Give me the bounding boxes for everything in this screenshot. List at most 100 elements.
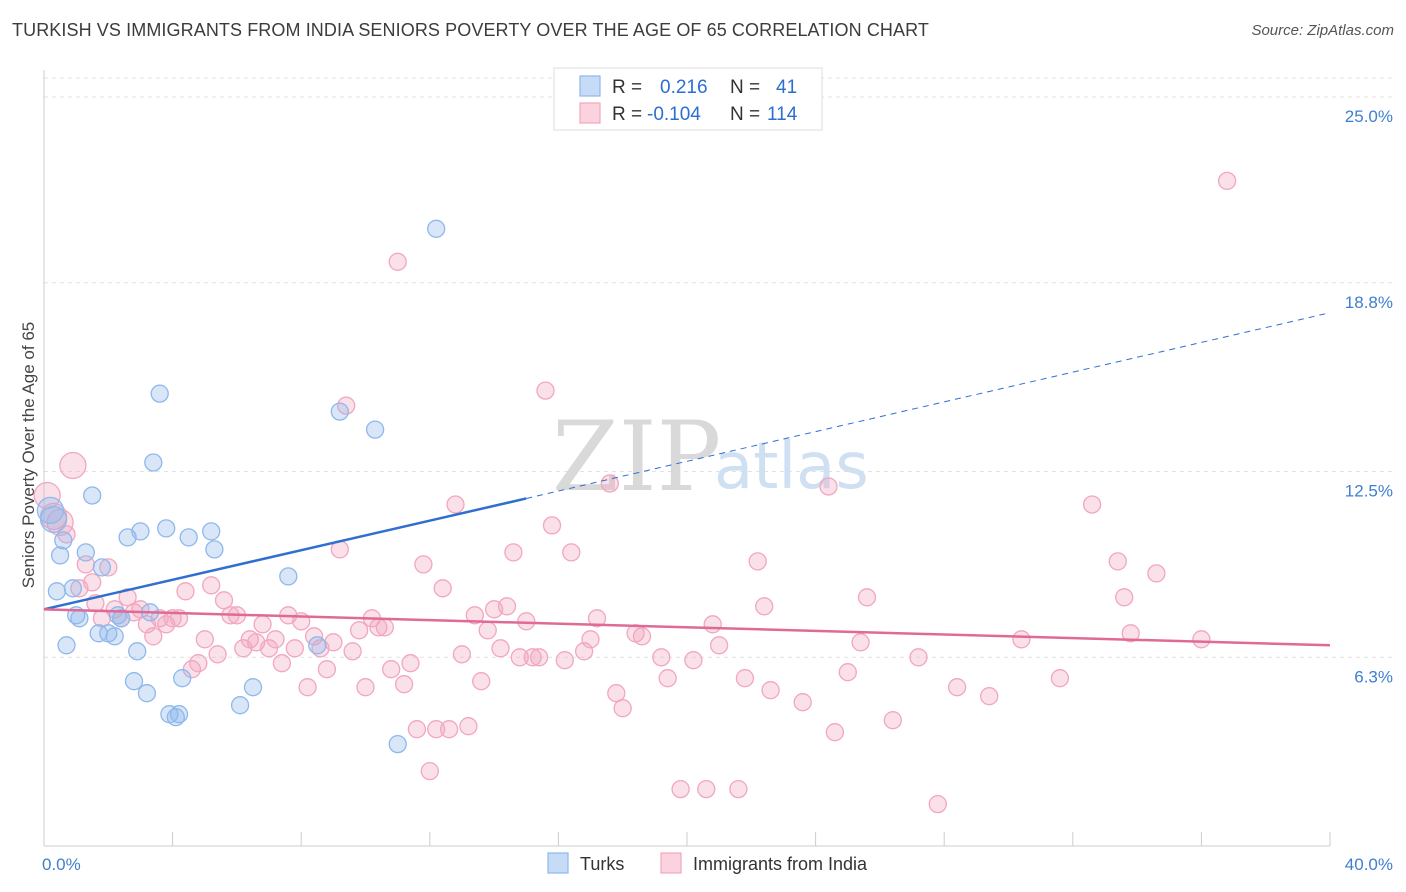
legend-r-label-1: R = [612, 77, 642, 98]
turks-point [330, 402, 349, 421]
turks-point [279, 567, 298, 586]
india-point [755, 597, 774, 616]
india-point [947, 678, 967, 697]
turks-trend-extension [526, 312, 1331, 499]
bottom-legend-swatch-india [660, 852, 682, 874]
turks-point [57, 636, 76, 655]
india-point [189, 654, 208, 673]
legend-n-value-2: 114 [767, 104, 798, 125]
india-point [883, 711, 902, 730]
india-point [195, 630, 214, 649]
turks-point [365, 420, 385, 439]
y-tick-labels: 6.3% 12.5% 18.8% 25.0% [1345, 107, 1393, 686]
india-point [420, 761, 439, 781]
y-tick-label: 12.5% [1345, 482, 1393, 501]
turks-point [243, 678, 263, 697]
india-point [536, 381, 555, 400]
india-point [401, 654, 420, 673]
turks-point [388, 734, 407, 754]
turks-point [230, 696, 250, 715]
trend-lines [43, 312, 1331, 647]
india-point [504, 543, 523, 562]
india-point [510, 648, 529, 667]
india-point [980, 687, 999, 706]
india-point [465, 606, 484, 625]
x-tick-label-max: 40.0% [1345, 855, 1393, 874]
india-point [697, 779, 716, 799]
turks-point [205, 540, 224, 559]
india-point [600, 474, 619, 493]
india-point [851, 633, 870, 652]
india-point [542, 516, 562, 535]
india-point [684, 651, 703, 670]
legend-n-value-1: 41 [776, 77, 797, 98]
india-point [472, 672, 491, 691]
turks-point [166, 708, 185, 727]
india-point [819, 477, 838, 496]
india-point [613, 699, 632, 718]
watermark-atlas: atlas [714, 430, 869, 504]
turks-point [83, 486, 102, 505]
legend-swatch-turks [579, 75, 601, 97]
india-point [83, 573, 102, 592]
india-point [272, 654, 292, 673]
india-point [414, 555, 433, 574]
turks-point [92, 558, 112, 577]
turks-point [50, 546, 70, 565]
india-point [382, 660, 401, 679]
india-point [761, 681, 780, 700]
turks-point [173, 669, 192, 688]
india-point [555, 651, 574, 670]
turks-point [124, 672, 144, 691]
india-point [99, 558, 118, 577]
india-point [909, 648, 928, 667]
legend-r-value-1: 0.216 [660, 77, 708, 98]
chart-title: TURKISH VS IMMIGRANTS FROM INDIA SENIORS… [12, 20, 929, 40]
india-point [709, 636, 729, 655]
turks-point [105, 627, 124, 646]
watermark-zip: ZIP [552, 401, 721, 513]
india-point [394, 675, 414, 694]
bottom-legend-label-turks: Turks [580, 854, 624, 874]
y-tick-label: 18.8% [1345, 293, 1393, 312]
india-point [735, 669, 755, 688]
y-tick-label: 25.0% [1345, 107, 1393, 126]
turks-point [157, 519, 176, 538]
india-point [523, 648, 542, 667]
legend-n-label-1: N = [730, 77, 760, 98]
india-point [587, 609, 607, 628]
india-point [729, 779, 748, 799]
turks-point [137, 684, 157, 703]
india-point [202, 576, 221, 595]
india-point [253, 615, 272, 634]
india-point [491, 639, 510, 658]
turks-point [144, 453, 163, 472]
india-point [1115, 588, 1134, 607]
turks-point [308, 636, 327, 655]
india-point [1192, 630, 1211, 649]
india-point [857, 588, 877, 607]
bottom-legend: Turks Immigrants from India [547, 852, 868, 874]
source-label: Source: ZipAtlas.com [1251, 22, 1394, 39]
turks-point [169, 705, 189, 724]
turks-point [63, 579, 83, 598]
india-point [285, 639, 304, 658]
india-point [1050, 669, 1070, 688]
india-point [298, 678, 317, 697]
india-point [838, 663, 857, 682]
watermark: ZIP atlas [552, 401, 869, 513]
india-point [632, 627, 652, 646]
india-point [459, 717, 478, 736]
india-point [748, 552, 767, 571]
turks-point [54, 531, 73, 550]
india-point [343, 642, 362, 661]
india-point [1217, 171, 1237, 191]
turks-point [70, 609, 89, 628]
india-point [1082, 495, 1102, 514]
india-point [671, 779, 690, 799]
india-point [1147, 564, 1166, 583]
india-point [356, 678, 375, 697]
turks-point [179, 528, 198, 547]
turks-point [128, 642, 147, 661]
